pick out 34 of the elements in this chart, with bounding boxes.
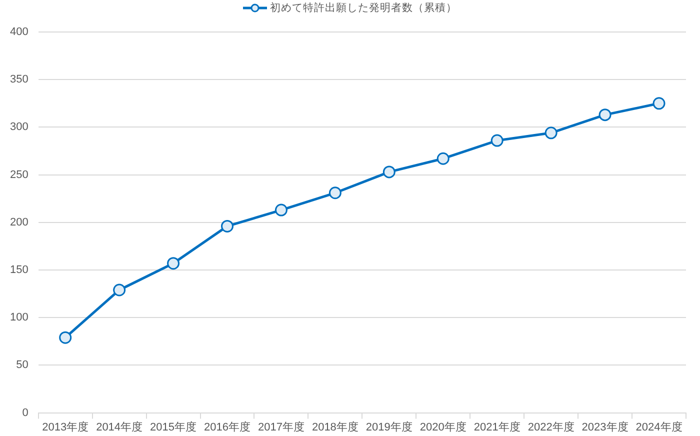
y-tick-label: 250 [10,168,28,181]
point [652,97,666,110]
point [167,257,180,270]
point [113,284,126,296]
x-tick-label: 2021年度 [474,420,520,434]
x-tick-label: 2022年度 [528,420,574,434]
y-tick-label: 200 [10,216,28,228]
point [274,204,288,216]
y-tick-label: 100 [10,312,28,324]
x-tick-label: 2017年度 [258,420,304,434]
y-tick-label: 350 [10,74,28,86]
y-tick-label: 400 [10,26,28,38]
point [221,220,234,232]
legend-label: 初めて特許出願した発明者数（累積） [270,0,457,14]
x-tick-label: 2015年度 [150,420,197,434]
x-tick-label: 2023年度 [582,420,628,434]
point [544,126,558,140]
point [328,186,342,200]
point [598,108,612,122]
y-tick-label: 150 [10,264,28,276]
y-tick-label: 50 [16,359,28,372]
x-tick-label: 2020年度 [420,420,466,434]
point [59,331,72,344]
x-tick-label: 2014年度 [96,420,143,434]
y-tick-label: 300 [10,121,28,134]
point [436,152,450,165]
x-tick-label: 2016年度 [204,420,250,434]
y-tick-label: 0 [22,406,28,419]
point [382,166,396,178]
x-tick-label: 2013年度 [42,420,89,434]
point [490,134,504,147]
x-tick-label: 2018年度 [312,420,358,434]
x-tick-label: 2019年度 [366,420,412,434]
x-tick-label: 2024年度 [636,420,682,434]
